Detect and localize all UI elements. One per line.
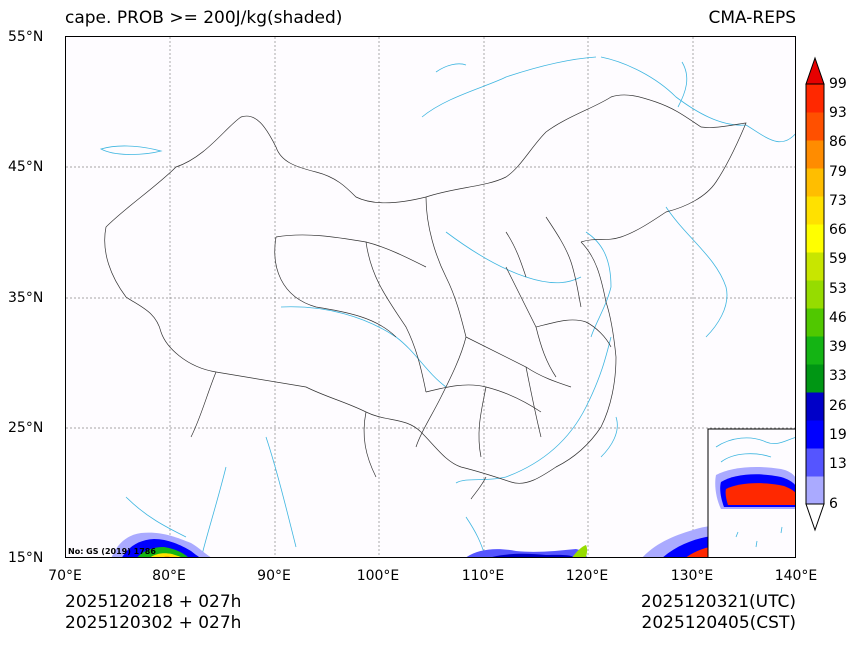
colorbar-max-arrow <box>805 56 825 85</box>
colorbar-swatch <box>806 84 824 113</box>
colorbar-swatch <box>806 336 824 365</box>
colorbar-label: 86 <box>829 134 847 150</box>
inset-map <box>707 428 795 557</box>
borders <box>104 94 747 500</box>
colorbar-swatch <box>806 168 824 197</box>
colorbar-swatch <box>806 420 824 449</box>
colorbar-swatch <box>806 224 824 253</box>
map-credit: No: GS (2019) 1786 <box>68 547 156 556</box>
lon-label-110: 110°E <box>461 568 505 584</box>
colorbar-swatch <box>806 308 824 337</box>
map-canvas <box>66 37 795 557</box>
colorbar-label: 6 <box>829 496 838 512</box>
model-name: CMA-REPS <box>708 8 796 28</box>
init-times: 2025120218 + 027h 2025120302 + 027h <box>65 592 241 634</box>
colorbar-swatch <box>806 252 824 281</box>
valid-utc: 2025120321(UTC) <box>640 592 796 612</box>
colorbar-label: 79 <box>829 164 847 180</box>
colorbar-label: 53 <box>829 281 847 297</box>
map-title: cape. PROB >= 200J/kg(shaded) <box>65 8 343 28</box>
valid-times: 2025120321(UTC) 2025120405(CST) <box>641 592 796 634</box>
lat-label-45: 45°N <box>8 159 44 175</box>
colorbar-swatch <box>806 476 824 505</box>
lon-label-100: 100°E <box>356 568 400 584</box>
colorbar-label: 73 <box>829 193 847 209</box>
colorbar-swatch <box>806 280 824 309</box>
lat-label-15: 15°N <box>8 550 44 566</box>
gridlines <box>66 37 795 557</box>
lat-label-35: 35°N <box>8 290 44 306</box>
colorbar-label: 59 <box>829 251 847 267</box>
colorbar-label: 33 <box>829 368 847 384</box>
colorbar-label: 26 <box>829 398 847 414</box>
colorbar-label: 13 <box>829 456 847 472</box>
colorbar-swatch <box>806 448 824 477</box>
colorbar-swatch <box>806 112 824 141</box>
lon-label-120: 120°E <box>565 568 609 584</box>
colorbar-label: 46 <box>829 310 847 326</box>
colorbar-label: 39 <box>829 339 847 355</box>
colorbar-swatch <box>806 364 824 393</box>
valid-cst: 2025120405(CST) <box>641 613 796 633</box>
coastlines <box>99 56 795 557</box>
colorbar-min-arrow <box>805 503 825 532</box>
colorbar-swatch <box>806 140 824 169</box>
colorbar-label: 99 <box>829 76 847 92</box>
colorbar-label: 19 <box>829 427 847 443</box>
lon-label-140: 140°E <box>774 568 818 584</box>
init-cst: 2025120302 + 027h <box>65 613 242 633</box>
lat-label-25: 25°N <box>8 420 44 436</box>
lon-label-80: 80°E <box>152 568 186 584</box>
colorbar-label: 93 <box>829 105 847 121</box>
lon-label-130: 130°E <box>670 568 714 584</box>
map-panel <box>65 36 796 558</box>
colorbar-swatch <box>806 392 824 421</box>
lon-label-90: 90°E <box>257 568 291 584</box>
prob-shading <box>111 525 726 557</box>
lat-label-55: 55°N <box>8 29 44 45</box>
init-utc: 2025120218 + 027h <box>65 592 242 612</box>
colorbar-swatch <box>806 196 824 225</box>
lon-label-70: 70°E <box>48 568 82 584</box>
colorbar-label: 66 <box>829 222 847 238</box>
colorbar <box>805 56 825 532</box>
